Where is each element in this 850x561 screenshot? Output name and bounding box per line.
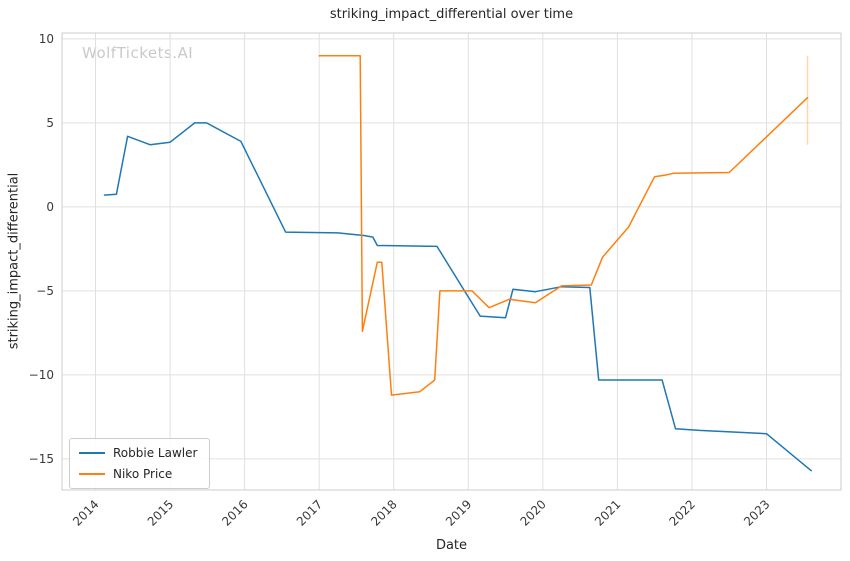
x-axis-label: Date: [435, 538, 468, 553]
legend-swatch-niko-price: [79, 473, 105, 475]
x-tick-label: 2016: [219, 497, 250, 528]
legend-swatch-robbie-lawler: [79, 452, 105, 454]
series-line-robbie-lawler: [103, 122, 812, 472]
x-tick-label: 2021: [592, 497, 623, 528]
chart-title: striking_impact_differential over time: [329, 7, 574, 22]
legend: Robbie Lawler Niko Price: [69, 438, 211, 489]
y-tick-label: 5: [46, 116, 54, 130]
series-line-niko-price: [318, 54, 809, 396]
y-tick-label: 10: [39, 32, 54, 46]
x-tick-label: 2023: [741, 497, 772, 528]
y-tick-label: −5: [36, 284, 54, 298]
x-tick-label: 2022: [667, 497, 698, 528]
y-tick-label: −10: [29, 368, 54, 382]
x-tick-label: 2018: [368, 497, 399, 528]
legend-label-robbie-lawler: Robbie Lawler: [113, 446, 198, 460]
watermark: WolfTickets.AI: [82, 44, 194, 62]
x-tick-label: 2014: [70, 497, 101, 528]
legend-item-niko-price: Niko Price: [79, 467, 197, 481]
x-tick-label: 2015: [145, 497, 176, 528]
legend-label-niko-price: Niko Price: [113, 467, 173, 481]
x-tick-label: 2020: [517, 497, 548, 528]
legend-item-robbie-lawler: Robbie Lawler: [79, 446, 197, 460]
y-tick-label: −15: [29, 452, 54, 466]
x-tick-label: 2017: [294, 497, 325, 528]
plot-border: [61, 32, 842, 491]
y-tick-label: 0: [46, 200, 54, 214]
x-tick-label: 2019: [443, 497, 474, 528]
